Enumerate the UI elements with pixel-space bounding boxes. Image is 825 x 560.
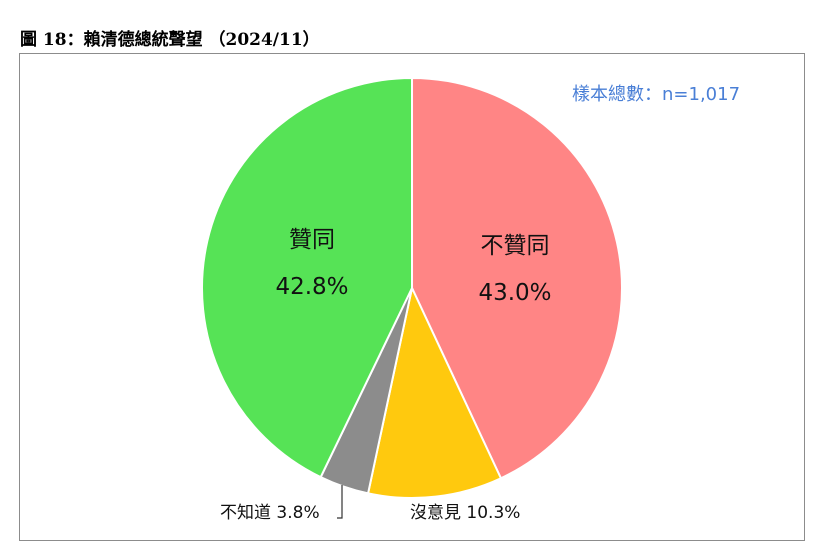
leader-line [337,485,343,519]
slice-label: 沒意見 10.3% [410,503,520,523]
slice-label: 不知道 3.8% [220,503,320,523]
pie-slice [201,76,413,479]
pie-slice [411,76,623,480]
slice-value-label: 43.0% [478,280,551,306]
sample-size-note: 樣本總數：n=1,017 [572,84,741,105]
slice-label: 不贊同 [481,233,550,259]
slice-label: 贊同 [289,227,335,253]
figure-title: 圖 18：賴清德總統聲望 （2024/11） [20,30,320,50]
slice-value-label: 42.8% [275,274,348,300]
